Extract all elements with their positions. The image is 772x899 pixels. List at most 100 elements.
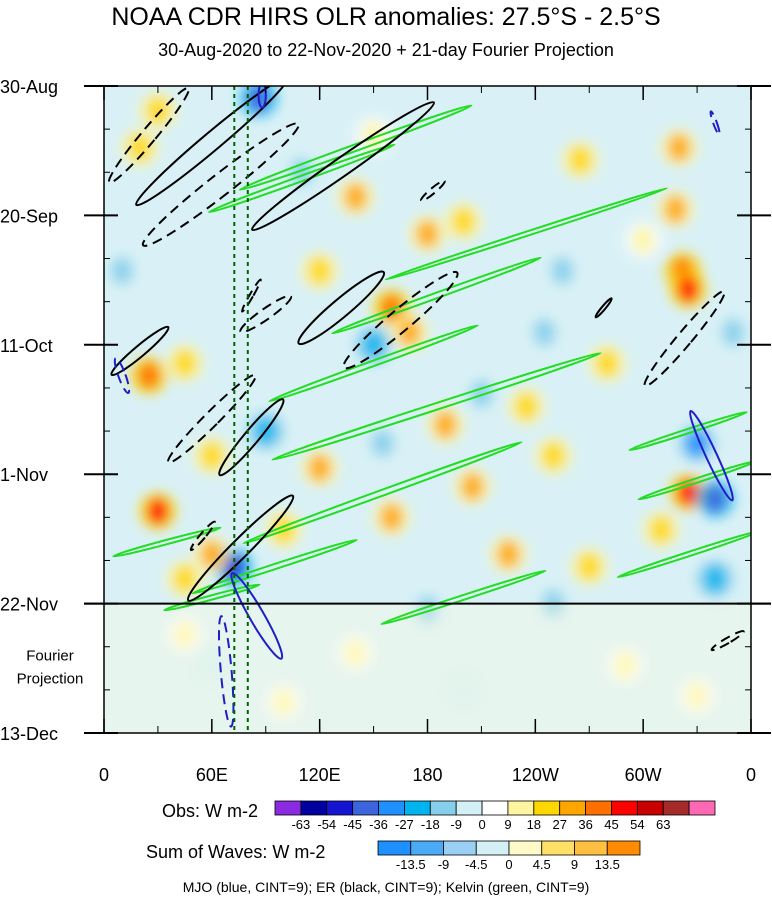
anomaly-blob — [614, 651, 636, 679]
anomaly-blob — [578, 553, 601, 581]
waves-legend-tick: -4.5 — [465, 857, 487, 872]
waves-legend-tick: 4.5 — [533, 857, 551, 872]
obs-legend-tick: -54 — [317, 817, 336, 832]
waves-legend-swatch — [410, 840, 444, 856]
anomaly-blob — [201, 540, 223, 568]
obs-legend-swatch — [429, 800, 457, 816]
anomaly-blob — [664, 195, 687, 223]
waves-legend-swatch — [574, 840, 608, 856]
obs-legend-tick: -36 — [369, 817, 388, 832]
anomaly-blob — [533, 318, 556, 347]
anomaly-blob — [174, 565, 196, 593]
obs-legend-swatch — [326, 800, 354, 816]
obs-legend-swatch — [533, 800, 561, 816]
anomaly-blob — [461, 472, 484, 501]
er-contour — [186, 494, 295, 602]
anomaly-blob — [308, 257, 331, 285]
waves-legend-swatch — [475, 840, 510, 856]
waves-legend-tick: -13.5 — [396, 857, 426, 872]
waves-legend-tick: -9 — [438, 857, 450, 872]
kelvin-contour — [268, 324, 479, 403]
wave-contours — [107, 86, 751, 733]
x-axis: 0 60E 120E 180 120W 60W 0 — [99, 86, 756, 785]
anomaly-blob — [650, 516, 672, 544]
obs-legend-tick: 36 — [578, 817, 592, 832]
kelvin-contour — [271, 352, 602, 461]
projection-label-line1: Fourier — [26, 647, 74, 664]
obs-legend-swatch — [559, 800, 586, 816]
er-contour — [110, 325, 170, 377]
obs-legend-swatch — [636, 800, 664, 816]
anomaly-blob — [596, 349, 619, 377]
anomaly-blob — [380, 503, 403, 531]
obs-legend-swatch — [688, 800, 716, 816]
anomaly-blob — [174, 620, 196, 648]
kelvin-contour — [616, 530, 751, 579]
anomaly-blob — [308, 454, 331, 482]
obs-legend-swatch — [662, 800, 690, 816]
footnote: MJO (blue, CINT=9); ER (black, CINT=9); … — [182, 879, 590, 895]
er-contour — [594, 297, 613, 319]
anomaly-blob — [452, 676, 475, 704]
projection-region — [104, 603, 751, 733]
chart-subtitle: 30-Aug-2020 to 22-Nov-2020 + 21-day Four… — [158, 40, 614, 60]
obs-legend-tick: 18 — [527, 817, 541, 832]
kelvin-contour — [208, 143, 396, 214]
anomaly-blob — [111, 257, 133, 285]
anomaly-blob — [362, 331, 385, 359]
mjo-contour — [230, 572, 284, 660]
anomaly-blob — [722, 318, 744, 347]
obs-legend-swatch — [585, 800, 612, 816]
anomaly-blob — [147, 497, 169, 525]
mjo-contour — [689, 409, 734, 502]
obs-legend-swatch — [404, 800, 431, 816]
x-tick-label: 0 — [99, 765, 109, 785]
obs-legend-tick: 63 — [656, 817, 670, 832]
er-contour — [218, 398, 285, 477]
x-tick-label: 120W — [512, 765, 559, 785]
waves-legend-label: Sum of Waves: W m-2 — [146, 842, 326, 862]
er-contour — [107, 86, 190, 184]
y-tick-label: 30-Aug — [0, 77, 58, 97]
anomaly-blob — [272, 516, 295, 544]
er-contour — [135, 86, 289, 207]
anomaly-blob — [434, 411, 457, 439]
anomaly-blob — [398, 318, 421, 347]
anomaly-blob — [704, 565, 726, 593]
er-contour — [419, 179, 446, 202]
obs-legend-tick: 0 — [478, 817, 485, 832]
obs-legend-swatch — [274, 800, 302, 816]
kelvin-contour — [112, 526, 222, 558]
x-tick-label: 120E — [299, 765, 341, 785]
chart-title: NOAA CDR HIRS OLR anomalies: 27.5°S - 2.… — [111, 3, 661, 31]
anomaly-blob — [515, 392, 538, 420]
anomaly-blob — [138, 362, 160, 390]
projection-label-line2: Projection — [17, 670, 84, 687]
er-contour — [240, 278, 262, 313]
kelvin-contour — [331, 256, 542, 335]
x-tick-label: 60W — [625, 765, 662, 785]
anomaly-blob — [147, 97, 169, 125]
mjo-contour — [217, 615, 235, 728]
er-contour — [297, 270, 386, 346]
waves-legend: -13.5 -9 -4.5 0 4.5 9 13.5 — [377, 840, 641, 872]
anomaly-blob — [551, 257, 574, 285]
waves-legend-swatch — [606, 840, 641, 856]
kelvin-contour — [238, 104, 473, 191]
obs-legend-tick: 45 — [604, 817, 618, 832]
kelvin-contour — [384, 187, 668, 281]
anomaly-blob — [344, 183, 367, 211]
waves-legend-tick: 13.5 — [595, 857, 620, 872]
kelvin-contour — [637, 460, 751, 501]
waves-legend-swatch — [377, 840, 412, 856]
mjo-contour — [257, 86, 267, 109]
obs-legend-tick: -18 — [421, 817, 440, 832]
waves-legend-swatch — [443, 840, 477, 856]
er-contour — [141, 122, 300, 247]
obs-legend-swatch — [378, 800, 405, 816]
anomaly-blob — [686, 682, 708, 710]
y-tick-label: 1-Nov — [0, 465, 48, 485]
anomaly-blob — [497, 540, 520, 568]
anomaly-blob — [201, 651, 223, 679]
